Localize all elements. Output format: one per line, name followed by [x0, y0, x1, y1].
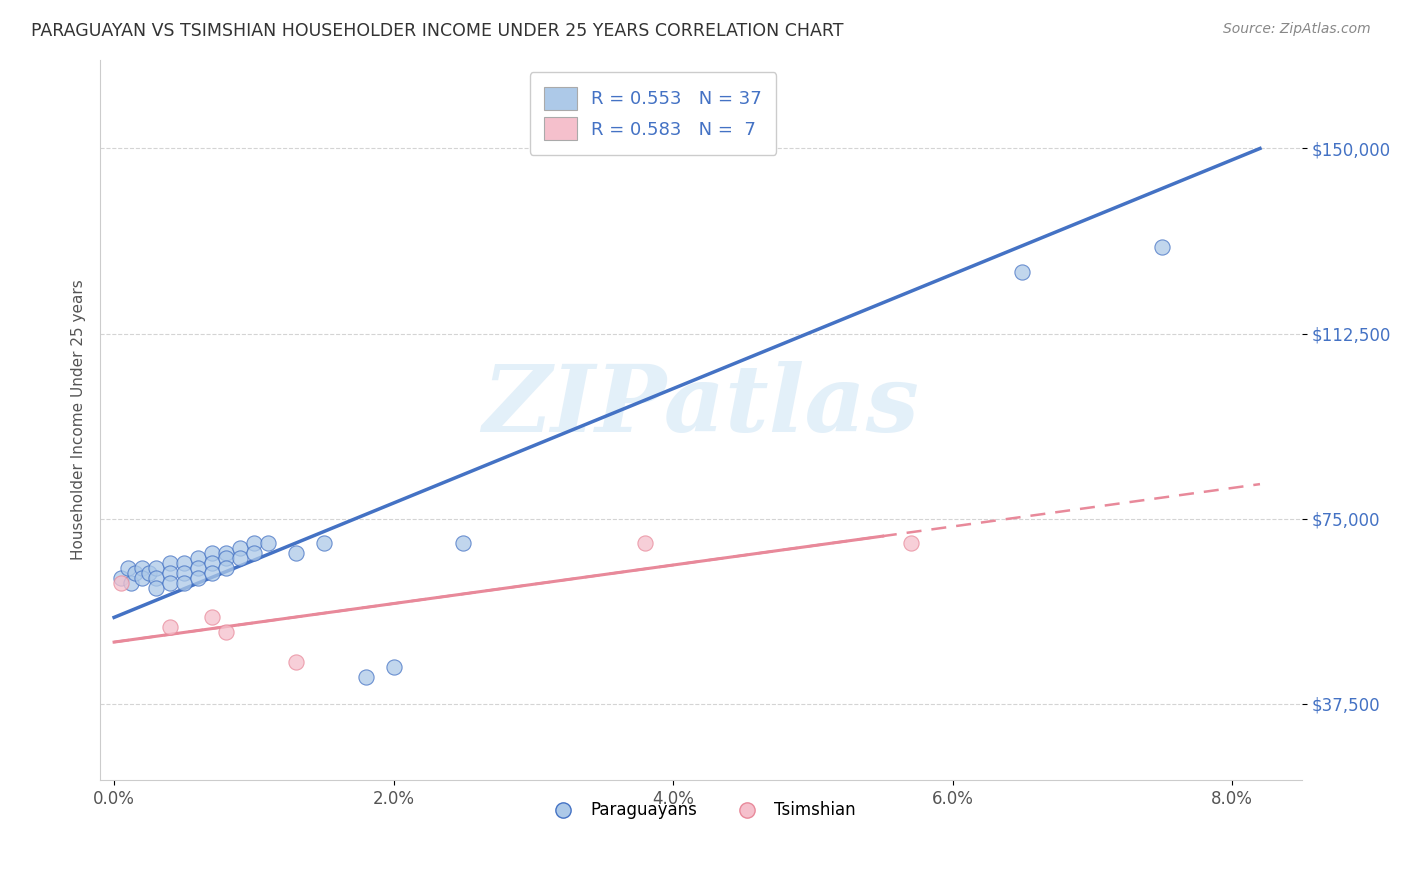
Point	[117, 561, 139, 575]
Point	[173, 575, 195, 590]
Point	[201, 610, 224, 624]
Point	[187, 561, 209, 575]
Point	[382, 659, 405, 673]
Point	[145, 561, 167, 575]
Legend: Paraguayans, Tsimshian: Paraguayans, Tsimshian	[540, 795, 862, 826]
Point	[145, 581, 167, 595]
Point	[201, 546, 224, 560]
Point	[131, 561, 153, 575]
Point	[243, 536, 266, 550]
Point	[354, 670, 377, 684]
Point	[110, 575, 132, 590]
Point	[900, 536, 922, 550]
Point	[229, 551, 252, 566]
Point	[124, 566, 146, 580]
Point	[453, 536, 475, 550]
Point	[159, 620, 181, 634]
Point	[201, 556, 224, 570]
Point	[159, 556, 181, 570]
Y-axis label: Householder Income Under 25 years: Householder Income Under 25 years	[72, 279, 86, 560]
Point	[173, 556, 195, 570]
Point	[284, 655, 307, 669]
Text: Source: ZipAtlas.com: Source: ZipAtlas.com	[1223, 22, 1371, 37]
Point	[312, 536, 335, 550]
Text: ZIPatlas: ZIPatlas	[482, 360, 920, 450]
Point	[284, 546, 307, 560]
Point	[1011, 265, 1033, 279]
Point	[131, 571, 153, 585]
Point	[215, 625, 238, 640]
Point	[1152, 240, 1174, 254]
Point	[256, 536, 278, 550]
Point	[243, 546, 266, 560]
Point	[173, 566, 195, 580]
Point	[159, 566, 181, 580]
Point	[120, 575, 142, 590]
Point	[215, 561, 238, 575]
Point	[138, 566, 160, 580]
Text: PARAGUAYAN VS TSIMSHIAN HOUSEHOLDER INCOME UNDER 25 YEARS CORRELATION CHART: PARAGUAYAN VS TSIMSHIAN HOUSEHOLDER INCO…	[31, 22, 844, 40]
Point	[159, 575, 181, 590]
Point	[215, 551, 238, 566]
Point	[187, 571, 209, 585]
Point	[229, 541, 252, 556]
Point	[201, 566, 224, 580]
Point	[110, 571, 132, 585]
Point	[215, 546, 238, 560]
Point	[145, 571, 167, 585]
Point	[634, 536, 657, 550]
Point	[187, 551, 209, 566]
